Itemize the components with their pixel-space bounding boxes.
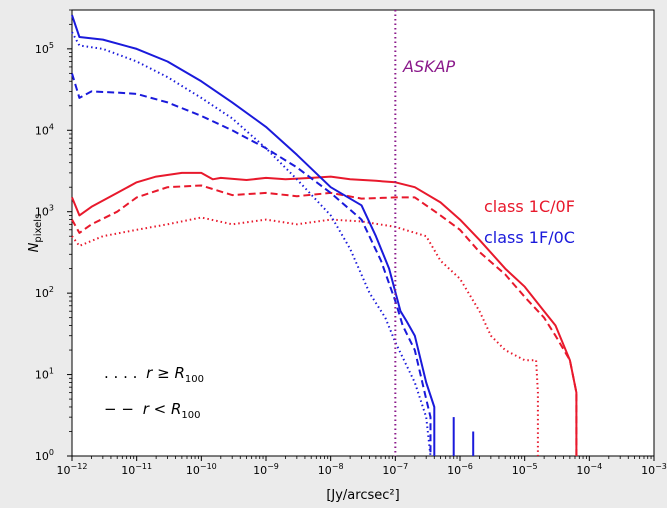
style-legend-dashed-expr: r < R: [143, 400, 182, 418]
x-tick-label: 10−3: [641, 462, 667, 477]
y-tick-label: 104: [35, 122, 54, 137]
ticks-layer: 10−12 10−11 10−10 10−9 10−8 10−7 10−6 10−5 10−4 1…: [35, 9, 667, 477]
style-legend-dashed: − − r < R100: [104, 400, 200, 421]
style-legend-dotted-prefix: . . . .: [104, 364, 137, 382]
x-tick-label: 10−11: [121, 462, 152, 477]
style-legend-dotted: . . . . r ≥ R100: [104, 364, 204, 385]
x-tick-label: 10−9: [253, 462, 279, 477]
style-legend-dashed-sub: 100: [181, 410, 200, 421]
x-axis-label: [Jy/arcsec²]: [326, 488, 399, 503]
series-blue-outer: [71, 31, 432, 457]
x-tick-label: 10−6: [447, 462, 473, 477]
y-tick-label: 101: [35, 367, 54, 382]
style-legend-dotted-expr: r ≥ R: [146, 364, 185, 382]
x-tick-label: 10−12: [57, 462, 88, 477]
y-axis-label-sub: pixels: [33, 214, 44, 243]
legend-entry-red: class 1C/0F: [484, 197, 575, 216]
style-legend-dashed-prefix: − −: [104, 400, 134, 418]
x-tick-label: 10−4: [576, 462, 602, 477]
x-tick-label: 10−8: [318, 462, 344, 477]
x-tick-label: 10−10: [186, 462, 217, 477]
y-axis-label-main: N: [27, 242, 42, 252]
series-red-inner: [71, 184, 578, 456]
legend-entry-blue: class 1F/0C: [484, 228, 575, 247]
askap-label: ASKAP: [402, 57, 456, 76]
x-tick-label: 10−7: [382, 462, 408, 477]
series-red-all: [71, 171, 578, 456]
series-layer: [71, 14, 578, 457]
y-tick-label: 103: [35, 204, 54, 219]
y-tick-label: 105: [35, 41, 54, 56]
series-blue-all: [71, 14, 436, 456]
x-tick-label: 10−5: [512, 462, 538, 477]
plot-area: [71, 9, 655, 457]
y-tick-label: 100: [35, 448, 54, 463]
y-tick-label: 102: [35, 285, 54, 300]
y-axis-label: Npixels: [27, 214, 44, 253]
series-blue-inner: [71, 73, 432, 456]
style-legend-dotted-sub: 100: [185, 374, 204, 385]
